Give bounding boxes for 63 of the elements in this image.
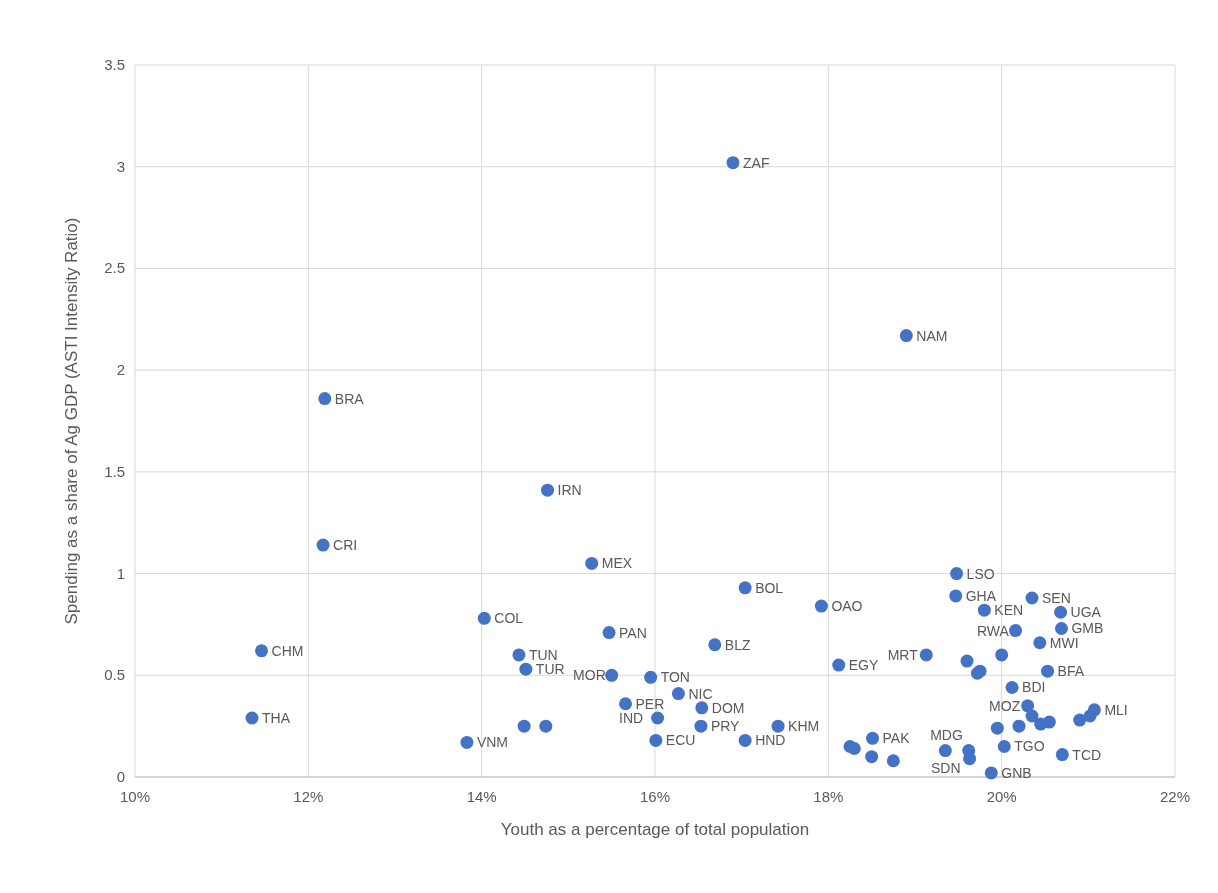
- annotation: BDI: [1022, 679, 1046, 696]
- annotation: BRA: [334, 390, 365, 407]
- annotation: MDG: [930, 726, 963, 743]
- annotation: BOL: [755, 579, 784, 596]
- annotation: CRI: [333, 537, 358, 554]
- x-tick-label: 20%: [986, 788, 1017, 805]
- annotation: ECU: [665, 732, 696, 749]
- y-tick-label: 1.5: [104, 462, 125, 480]
- x-tick-label: 18%: [813, 788, 844, 805]
- annotation: UGA: [1070, 604, 1102, 621]
- annotation: PAN: [619, 624, 647, 641]
- annotation: GNB: [1001, 764, 1032, 781]
- annotation: VNM: [476, 734, 509, 751]
- annotation: LSO: [966, 565, 995, 582]
- annotation: THA: [262, 710, 291, 727]
- annotation: EGY: [848, 657, 879, 674]
- y-tick-label: 3: [116, 157, 125, 175]
- annotation: MOR: [573, 667, 606, 684]
- x-tick-label: 14%: [466, 788, 497, 805]
- annotation: KEN: [994, 602, 1024, 619]
- annotation: TON: [660, 669, 690, 686]
- y-axis-title: Spending as a share of Ag GDP (ASTI Intensity Ratio): [62, 217, 81, 625]
- x-axis-title: Youth as a percentage of total population: [500, 820, 810, 839]
- annotation: OAO: [831, 598, 863, 615]
- x-tick-label: 12%: [293, 788, 324, 805]
- annotation: TGO: [1014, 738, 1045, 755]
- annotation: ZAF: [743, 154, 770, 171]
- y-tick-label: 2.5: [104, 259, 125, 277]
- annotation: MEX: [601, 555, 633, 572]
- annotation: CHM: [271, 642, 304, 659]
- x-tick-label: 22%: [1159, 788, 1191, 805]
- y-tick-label: 0.5: [104, 666, 125, 684]
- annotation: MOZ: [989, 697, 1021, 714]
- annotation: MLI: [1104, 701, 1128, 718]
- annotation: PAK: [882, 730, 911, 747]
- annotation: TCD: [1072, 746, 1102, 763]
- annotation: RWA: [976, 622, 1010, 639]
- annotation: SEN: [1042, 589, 1071, 606]
- x-tick-label: 16%: [639, 788, 671, 805]
- annotation: GMB: [1071, 620, 1104, 637]
- annotation: PER: [635, 695, 665, 712]
- annotation: IND: [619, 710, 644, 727]
- y-tick-label: 3.5: [104, 56, 125, 73]
- y-tick-label: 1: [116, 564, 125, 582]
- annotation: MWI: [1049, 634, 1079, 651]
- annotation: IRN: [557, 482, 582, 499]
- y-tick-label: 0: [116, 768, 125, 785]
- annotation: TUN: [528, 646, 558, 663]
- annotation: HND: [755, 732, 786, 749]
- annotation: GHA: [965, 587, 997, 604]
- annotation: SDN: [931, 759, 961, 776]
- annotation: NAM: [916, 327, 948, 344]
- annotation: PRY: [710, 718, 741, 735]
- annotation: MRT: [887, 646, 919, 663]
- annotation: COL: [494, 610, 524, 627]
- annotation: DOM: [711, 699, 745, 716]
- annotation: BFA: [1057, 663, 1085, 680]
- x-tick-label: 10%: [119, 788, 151, 805]
- annotation: NIC: [688, 685, 713, 702]
- annotation: TUR: [535, 661, 565, 678]
- annotation: KHM: [788, 718, 820, 735]
- y-tick-label: 2: [116, 361, 125, 379]
- annotation: BLZ: [724, 636, 751, 653]
